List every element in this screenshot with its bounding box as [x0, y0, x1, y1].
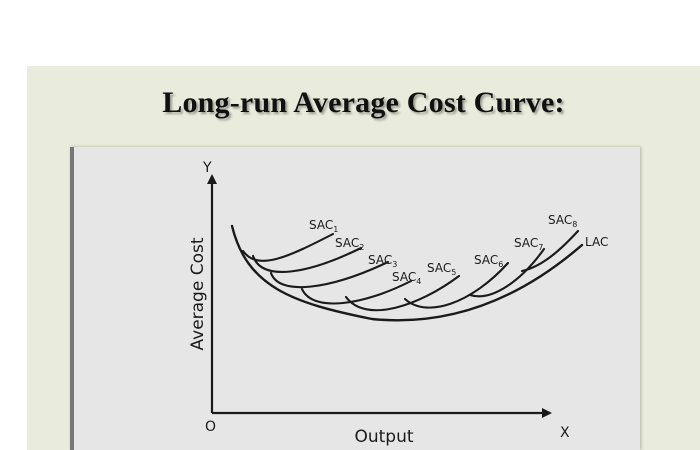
sac2-label: SAC2: [335, 236, 364, 252]
sac3-curve: [269, 260, 390, 289]
sac7-label: SAC7: [514, 236, 543, 252]
sac6-curve: [403, 261, 510, 309]
y-axis-end-label: Y: [202, 160, 212, 176]
figure-frame: [70, 147, 640, 450]
sac3-label: SAC3: [368, 253, 397, 269]
sac1-label: SAC1: [309, 218, 338, 234]
slide-title: Long-run Average Cost Curve:: [162, 86, 565, 119]
sac5-curve: [344, 274, 461, 312]
curves-layer: [230, 224, 584, 322]
sac8-label: SAC8: [548, 213, 577, 229]
x-axis-title: Output: [354, 427, 413, 447]
sac2-curve: [251, 246, 363, 273]
lac-curve: [230, 224, 584, 322]
lac-label: LAC: [585, 235, 608, 249]
origin-label: O: [205, 419, 216, 435]
sac8-curve: [520, 229, 580, 273]
sac1-curve: [241, 232, 335, 262]
y-axis-title: Average Cost: [188, 237, 208, 350]
sac7-curve: [468, 247, 546, 298]
sac4-curve: [300, 279, 413, 305]
sac4-label: SAC4: [392, 270, 421, 286]
x-axis-end-label: X: [560, 425, 570, 441]
sac5-label: SAC5: [427, 261, 456, 277]
sac6-label: SAC6: [474, 253, 503, 269]
